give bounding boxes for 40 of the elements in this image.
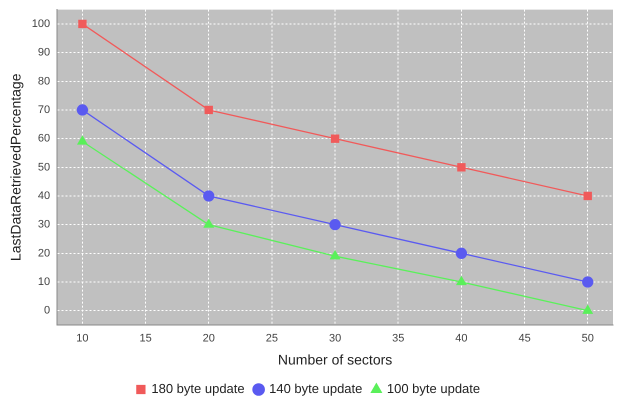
x-tick-label: 20 [202, 332, 215, 345]
point [77, 136, 88, 145]
legend-label: 100 byte update [386, 381, 480, 396]
point [329, 218, 341, 230]
y-tick-label: 90 [38, 46, 50, 59]
x-tick-label: 40 [455, 332, 468, 345]
y-tick-label: 50 [38, 161, 50, 174]
x-tick-label: 30 [328, 332, 342, 345]
x-tick-label: 35 [392, 332, 404, 345]
point [76, 104, 88, 116]
point [582, 276, 594, 288]
point [584, 192, 592, 200]
x-tick-label: 25 [266, 332, 278, 345]
legend-label: 180 byte update [151, 381, 245, 396]
x-tick-label: 50 [582, 332, 594, 345]
point [456, 276, 466, 286]
y-tick-label: 100 [32, 18, 50, 30]
y-axis-title: LastDataRetrievedPercentage [7, 73, 24, 262]
y-tick-label: 60 [38, 132, 50, 145]
x-axis-title: Number of sectors [278, 351, 392, 368]
point [204, 218, 214, 228]
legend-label: 140 byte update [269, 381, 362, 396]
x-tick-label: 10 [76, 332, 89, 345]
y-tick-label: 20 [38, 247, 50, 260]
point [203, 190, 214, 202]
y-tick-label: 30 [38, 218, 50, 231]
point [330, 250, 340, 260]
point [456, 248, 468, 259]
y-tick-label: 40 [38, 190, 50, 202]
y-tick-label: 0 [44, 304, 50, 317]
x-tick-label: 15 [139, 332, 152, 345]
y-tick-label: 80 [38, 75, 50, 88]
x-tick-label: 45 [518, 332, 531, 345]
y-tick-label: 10 [38, 276, 50, 288]
point [457, 163, 466, 172]
point [204, 106, 213, 114]
point [78, 20, 87, 28]
y-tick-label: 70 [38, 104, 50, 116]
point [582, 305, 593, 314]
point [330, 134, 340, 143]
